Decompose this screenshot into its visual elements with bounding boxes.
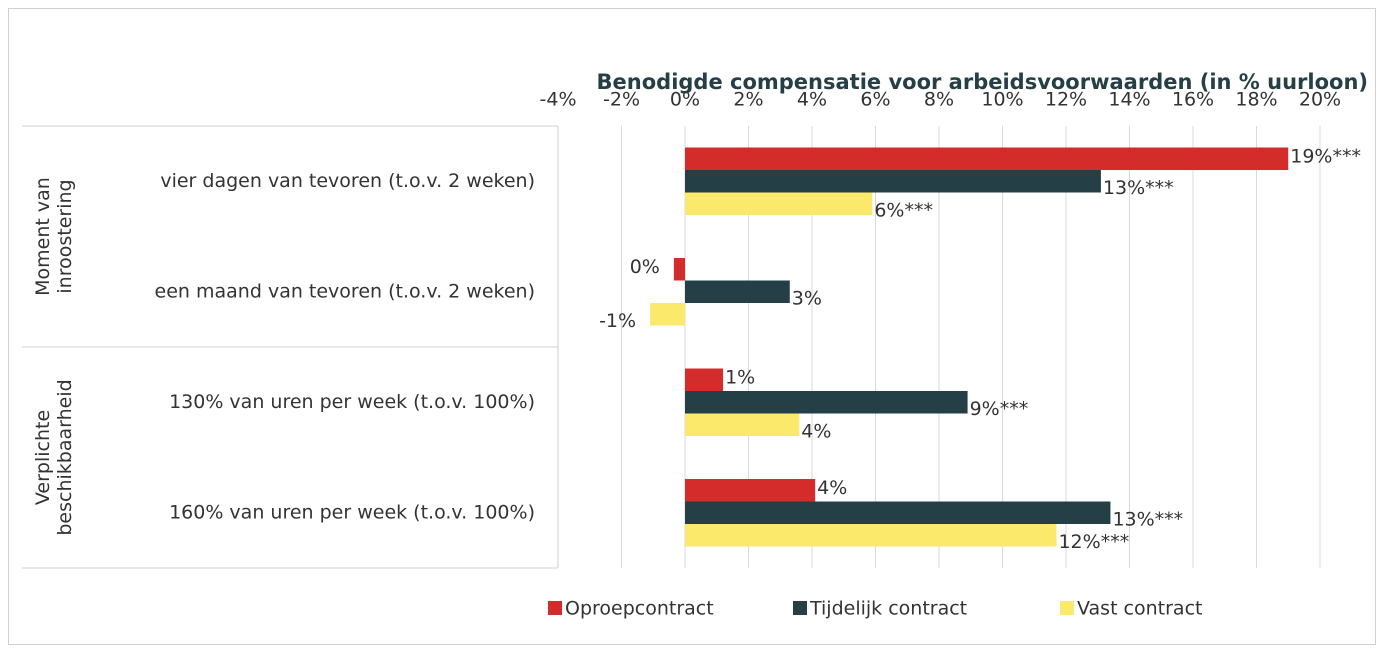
value-label: 6%*** (874, 199, 933, 221)
category-label: 160% van uren per week (t.o.v. 100%) (169, 501, 535, 523)
bar (685, 413, 800, 436)
bar (650, 303, 685, 326)
value-label: -1% (599, 310, 636, 332)
value-label: 4% (801, 420, 831, 442)
bar (685, 391, 968, 414)
bar (685, 170, 1101, 193)
legend-swatch (793, 601, 807, 615)
bar (685, 501, 1111, 524)
value-label: 12%*** (1058, 531, 1129, 553)
legend-swatch (548, 601, 562, 615)
x-tick-label: 0% (670, 89, 700, 111)
category-label: vier dagen van tevoren (t.o.v. 2 weken) (160, 170, 535, 192)
group-label: Moment vaninroostering (32, 177, 76, 296)
x-tick-label: 16% (1172, 89, 1214, 111)
bar (685, 192, 873, 215)
category-label: 130% van uren per week (t.o.v. 100%) (169, 391, 535, 413)
value-label: 3% (792, 287, 822, 309)
legend-label: Oproepcontract (565, 598, 714, 620)
bar (685, 524, 1057, 547)
x-tick-label: 2% (733, 89, 763, 111)
x-tick-label: 12% (1045, 89, 1087, 111)
value-label: 13%*** (1112, 508, 1183, 530)
category-label: een maand van tevoren (t.o.v. 2 weken) (155, 280, 535, 302)
x-tick-label: 8% (924, 89, 954, 111)
value-label: 19%*** (1290, 145, 1361, 167)
bar (685, 479, 816, 502)
x-tick-label: 14% (1108, 89, 1150, 111)
bar (685, 147, 1289, 170)
bar (685, 368, 724, 391)
x-tick-label: -2% (603, 89, 640, 111)
legend-label: Tijdelijk contract (809, 598, 967, 620)
value-label: 9%*** (970, 398, 1029, 420)
x-tick-label: 18% (1235, 89, 1277, 111)
x-tick-label: -4% (540, 89, 577, 111)
bar (673, 258, 685, 281)
value-label: 0% (630, 256, 660, 278)
x-tick-label: 10% (981, 89, 1023, 111)
value-label: 1% (725, 366, 755, 388)
x-tick-label: 4% (797, 89, 827, 111)
x-tick-label: 6% (860, 89, 890, 111)
chart-title: Benodigde compensatie voor arbeidsvoorwa… (597, 70, 1368, 94)
bar (685, 280, 790, 303)
value-label: 4% (817, 477, 847, 499)
legend-swatch (1060, 601, 1074, 615)
x-tick-label: 20% (1299, 89, 1341, 111)
group-label: Verplichtebeschikbaarheid (32, 379, 76, 535)
legend-label: Vast contract (1077, 598, 1202, 620)
value-label: 13%*** (1103, 177, 1174, 199)
